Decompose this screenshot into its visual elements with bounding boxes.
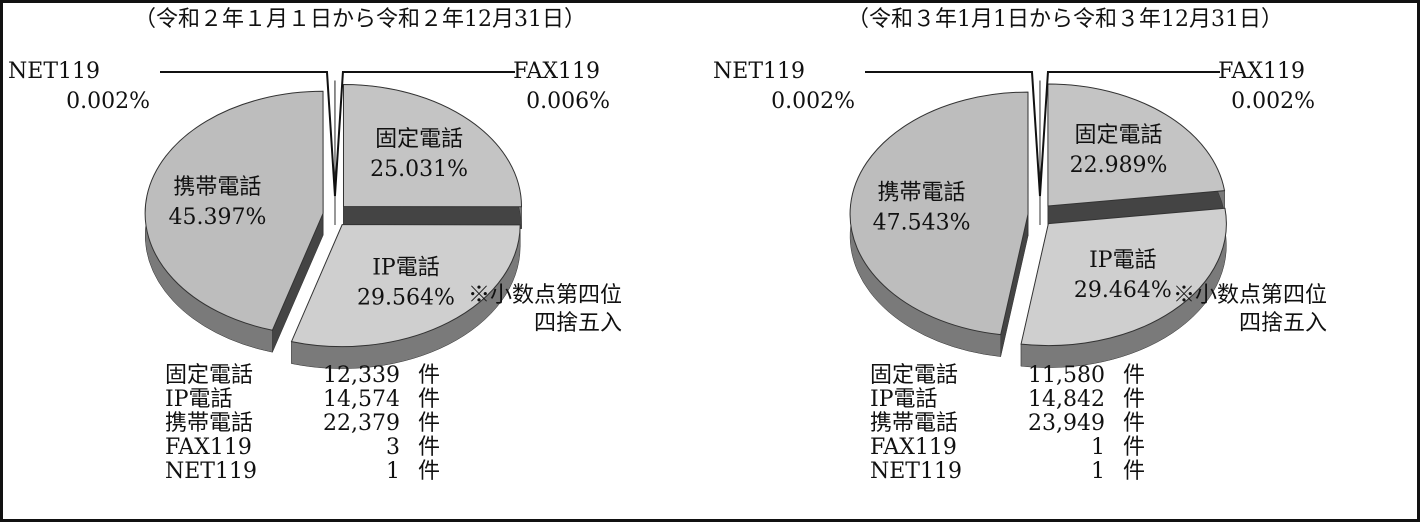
slice bbox=[290, 224, 521, 348]
slice bbox=[144, 90, 324, 331]
slice-label: NET119 bbox=[713, 59, 805, 84]
slice-value: 29.564% bbox=[357, 285, 455, 310]
slice-label: FAX119 bbox=[1218, 59, 1305, 84]
table-category: 携帯電話 bbox=[165, 411, 253, 436]
table-unit: 件 bbox=[418, 459, 440, 484]
table-category: FAX119 bbox=[870, 435, 957, 460]
slice-label: NET119 bbox=[8, 59, 100, 84]
slice-value: 0.002% bbox=[771, 89, 855, 114]
table-count: 3 bbox=[386, 435, 400, 460]
table-count: 1 bbox=[1091, 459, 1105, 484]
slice-value: 25.031% bbox=[370, 157, 468, 182]
slice-label: IP電話 bbox=[1089, 248, 1157, 273]
slice bbox=[1020, 207, 1227, 347]
note: 四捨五入 bbox=[534, 311, 622, 336]
table-count: 23,949 bbox=[1028, 411, 1105, 436]
table-count: 14,842 bbox=[1028, 387, 1105, 412]
slice bbox=[342, 84, 522, 208]
slice-label: 携帯電話 bbox=[878, 180, 966, 205]
slice-label: 固定電話 bbox=[1075, 123, 1163, 148]
table-count: 1 bbox=[1091, 435, 1105, 460]
table-unit: 件 bbox=[1123, 459, 1145, 484]
table-category: 固定電話 bbox=[165, 363, 253, 388]
slice-value: 0.002% bbox=[66, 89, 150, 114]
table-count: 11,580 bbox=[1028, 363, 1105, 388]
slice-value: 22.989% bbox=[1070, 153, 1168, 178]
table-unit: 件 bbox=[418, 363, 440, 388]
table-category: NET119 bbox=[870, 459, 962, 484]
table-category: IP電話 bbox=[165, 387, 233, 412]
note: ※小数点第四位 bbox=[1173, 283, 1327, 308]
table-unit: 件 bbox=[418, 411, 440, 436]
table-count: 22,379 bbox=[323, 411, 400, 436]
slice-value: 0.002% bbox=[1231, 89, 1315, 114]
slice-value: 29.464% bbox=[1074, 278, 1172, 303]
table-category: FAX119 bbox=[165, 435, 252, 460]
slice-value: 45.397% bbox=[168, 205, 266, 230]
table-unit: 件 bbox=[1123, 387, 1145, 412]
table-category: 固定電話 bbox=[870, 363, 958, 388]
leader-line bbox=[333, 71, 515, 197]
table-unit: 件 bbox=[1123, 435, 1145, 460]
slice bbox=[1047, 83, 1226, 207]
table-count: 12,339 bbox=[323, 363, 400, 388]
table-unit: 件 bbox=[1123, 411, 1145, 436]
slice-label: IP電話 bbox=[372, 255, 440, 280]
table-category: 携帯電話 bbox=[870, 411, 958, 436]
table-category: IP電話 bbox=[870, 387, 938, 412]
leader-line bbox=[1038, 71, 1220, 197]
chart-title: （令和２年１月１日から令和２年12月31日） bbox=[134, 7, 586, 32]
table-unit: 件 bbox=[1123, 363, 1145, 388]
note: ※小数点第四位 bbox=[468, 283, 622, 308]
slice bbox=[849, 91, 1029, 336]
slice-label: FAX119 bbox=[513, 59, 600, 84]
slice-value: 0.006% bbox=[526, 89, 610, 114]
table-unit: 件 bbox=[418, 435, 440, 460]
slice-value: 47.543% bbox=[873, 210, 971, 235]
note: 四捨五入 bbox=[1239, 311, 1327, 336]
leader-line bbox=[865, 71, 1041, 197]
table-count: 14,574 bbox=[323, 387, 400, 412]
leader-line bbox=[160, 71, 336, 197]
table-count: 1 bbox=[386, 459, 400, 484]
slice-label: 携帯電話 bbox=[173, 175, 261, 200]
table-unit: 件 bbox=[418, 387, 440, 412]
table-category: NET119 bbox=[165, 459, 257, 484]
chart-title: （令和３年1月1日から令和３年12月31日） bbox=[847, 7, 1283, 32]
slice-label: 固定電話 bbox=[375, 127, 463, 152]
